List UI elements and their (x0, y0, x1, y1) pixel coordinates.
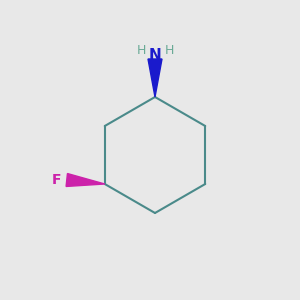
Polygon shape (66, 173, 105, 187)
Text: F: F (52, 173, 62, 187)
Text: H: H (164, 44, 174, 56)
Text: H: H (136, 44, 146, 56)
Polygon shape (148, 59, 162, 97)
Text: N: N (148, 47, 161, 62)
